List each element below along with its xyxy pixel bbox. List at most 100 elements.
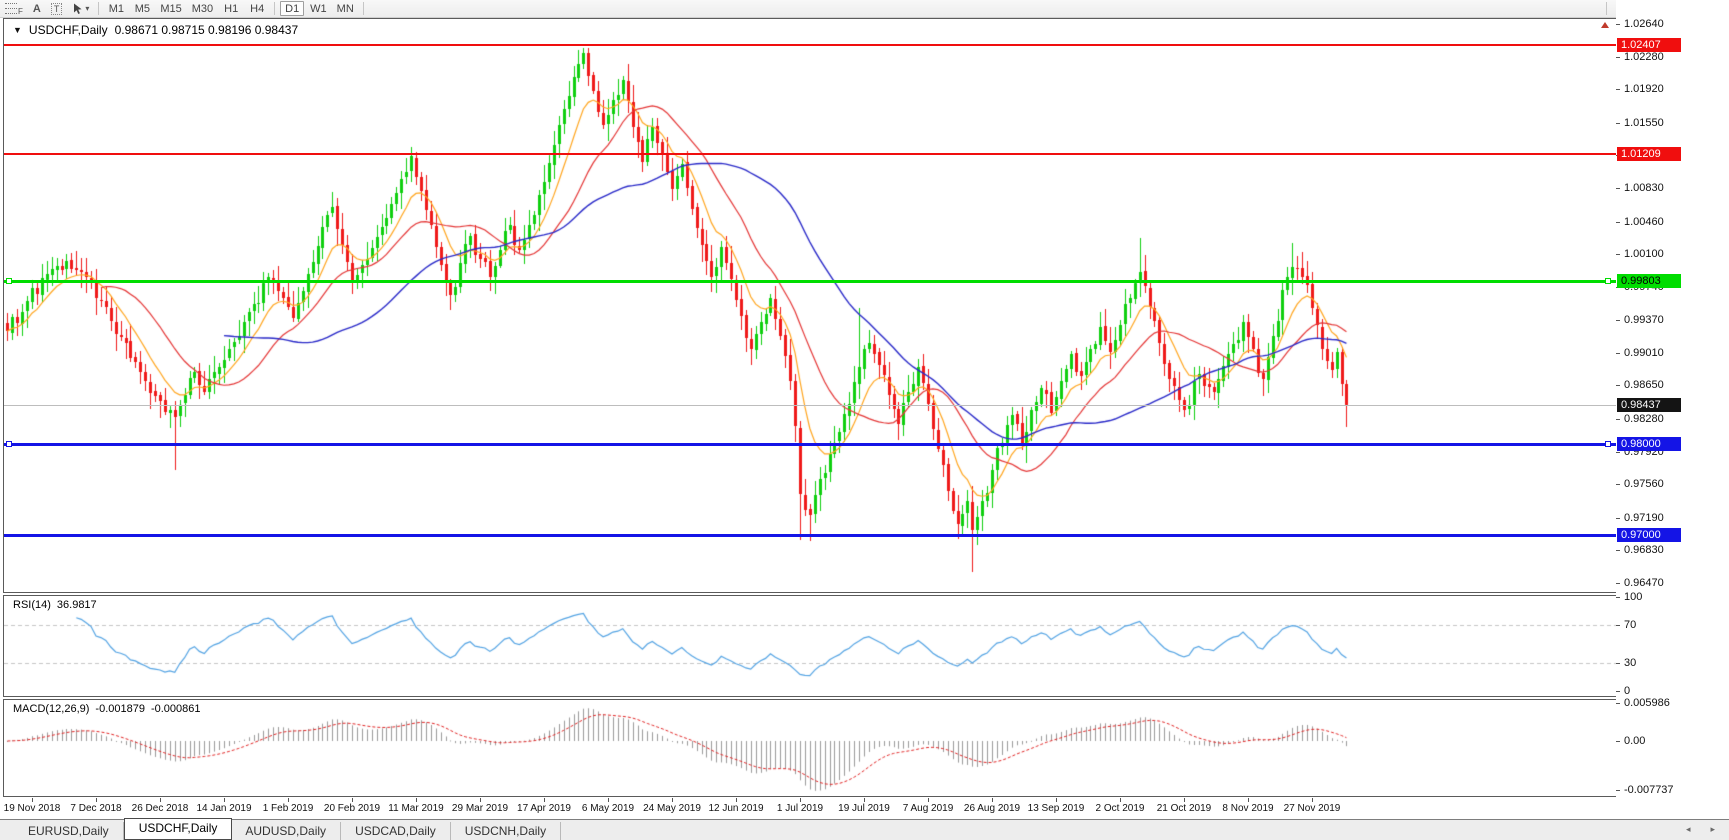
chart-tab-usdcad[interactable]: USDCAD,Daily — [341, 822, 451, 840]
text-icon[interactable]: A — [28, 1, 46, 17]
axis-tick — [1616, 597, 1620, 598]
fibonacci-icon[interactable]: F — [0, 1, 28, 17]
macd-panel[interactable]: MACD(12,26,9) -0.001879 -0.000861 — [3, 699, 1617, 797]
toolbar: F A T ▾ M1 M5 M15 M30 H1 H4 D1 W1 MN — [0, 0, 1729, 18]
macd-axis-label: 0.005986 — [1624, 697, 1670, 709]
price-axis-label: 0.98280 — [1624, 413, 1664, 425]
time-axis-tick — [864, 798, 865, 802]
current-price-line — [4, 404, 1616, 406]
macd-axis-label: -0.007737 — [1624, 784, 1674, 796]
time-axis-tick — [160, 798, 161, 802]
chart-title: ▼ USDCHF,Daily 0.98671 0.98715 0.98196 0… — [13, 23, 298, 37]
axis-tick — [1616, 89, 1620, 90]
price-axis-label: 1.02280 — [1624, 51, 1664, 63]
tab-scroll-right-icon[interactable]: ▸ — [1710, 824, 1715, 834]
axis-tick — [1616, 57, 1620, 58]
price-axis-label: 1.02640 — [1624, 18, 1664, 30]
tab-scroll: ◂ ▸ — [1686, 824, 1715, 835]
time-axis-label: 1 Jul 2019 — [776, 803, 824, 814]
time-axis-tick — [928, 798, 929, 802]
arrows-icon[interactable]: ▾ — [67, 1, 94, 17]
timeframe-m15-button[interactable]: M15 — [160, 3, 182, 15]
rsi-canvas[interactable] — [4, 596, 1616, 696]
line-handle[interactable] — [6, 441, 12, 448]
price-axis-label: 1.00100 — [1624, 248, 1664, 260]
price-badge-1.02407: 1.02407 — [1617, 38, 1681, 52]
time-axis-label: 19 Nov 2018 — [3, 803, 61, 814]
timeframe-h4-button[interactable]: H4 — [250, 3, 265, 15]
time-axis-label: 21 Oct 2019 — [1156, 803, 1212, 814]
macd-main-value: -0.001879 — [95, 703, 145, 715]
time-axis-tick — [224, 798, 225, 802]
chart-tab-eurusd[interactable]: EURUSD,Daily — [14, 822, 124, 840]
horizontal-line-1.02407[interactable] — [4, 44, 1616, 47]
timeframe-m1-button[interactable]: M1 — [108, 3, 124, 15]
price-axis-label: 0.99010 — [1624, 347, 1664, 359]
time-axis[interactable]: 19 Nov 2018 7 Dec 2018 26 Dec 2018 14 Jan 2… — [3, 798, 1617, 818]
chart-tab-usdchf[interactable]: USDCHF,Daily — [123, 818, 233, 840]
line-handle[interactable] — [1605, 441, 1611, 448]
text-glyph: A — [32, 2, 41, 15]
price-badge-0.99803: 0.99803 — [1617, 274, 1681, 288]
axis-tick — [1616, 625, 1620, 626]
time-axis-tick — [416, 798, 417, 802]
rsi-axis-label: 30 — [1624, 657, 1637, 669]
horizontal-line-0.98[interactable] — [4, 443, 1616, 447]
text-label-icon[interactable]: T — [46, 1, 68, 17]
cursor-icon — [74, 3, 82, 14]
timeframe-m5-button[interactable]: M5 — [134, 3, 150, 15]
time-axis-label: 19 Jul 2019 — [838, 803, 890, 814]
time-axis-label: 12 Jun 2019 — [708, 803, 764, 814]
time-axis-label: 11 Mar 2019 — [388, 803, 444, 814]
time-axis-tick — [96, 798, 97, 802]
axis-tick — [1616, 583, 1620, 584]
line-handle[interactable] — [6, 278, 12, 285]
fibonacci-letter: F — [18, 7, 23, 16]
time-axis-label: 27 Nov 2019 — [1283, 803, 1341, 814]
candlestick-canvas[interactable] — [4, 19, 1616, 592]
price-chart-panel[interactable]: ▼ USDCHF,Daily 0.98671 0.98715 0.98196 0… — [3, 18, 1617, 593]
axis-tick — [1616, 24, 1620, 25]
horizontal-line-1.01209[interactable] — [4, 152, 1616, 155]
rsi-panel[interactable]: RSI(14) 36.9817 — [3, 595, 1617, 697]
axis-tick — [1616, 518, 1620, 519]
timeframe-m30-button[interactable]: M30 — [191, 3, 214, 15]
chart-tab-audusd[interactable]: AUDUSD,Daily — [231, 822, 342, 840]
axis-tick — [1616, 254, 1620, 255]
rsi-value: 36.9817 — [56, 599, 97, 611]
time-axis-tick — [1184, 798, 1185, 802]
timeframe-h1-button[interactable]: H1 — [224, 3, 239, 15]
line-handle[interactable] — [1605, 278, 1611, 285]
time-axis-label: 8 Nov 2019 — [1222, 803, 1274, 814]
time-axis-label: 17 Apr 2019 — [517, 803, 571, 814]
timeframe-w1-button[interactable]: W1 — [310, 3, 327, 15]
axis-tick — [1616, 452, 1620, 453]
time-axis-tick — [1056, 798, 1057, 802]
price-axis-label: 1.00830 — [1624, 182, 1664, 194]
axis-tick — [1616, 663, 1620, 664]
toolbar-separator — [362, 2, 364, 15]
horizontal-line-0.97[interactable] — [4, 533, 1616, 537]
chart-shift-marker[interactable] — [1601, 22, 1609, 28]
timeframe-mn-button[interactable]: MN — [336, 3, 354, 15]
price-badge-0.98000: 0.98000 — [1617, 437, 1681, 451]
time-axis-label: 26 Dec 2018 — [131, 803, 189, 814]
horizontal-line-0.99803[interactable] — [4, 280, 1616, 284]
time-axis-label: 26 Aug 2019 — [963, 803, 1021, 814]
time-axis-label: 20 Feb 2019 — [323, 803, 381, 814]
text-label-glyph: T — [50, 2, 63, 15]
tab-scroll-left-icon[interactable]: ◂ — [1685, 824, 1691, 834]
time-axis-tick — [32, 798, 33, 802]
rsi-axis-label: 0 — [1624, 685, 1631, 697]
price-axis-label: 0.97560 — [1624, 478, 1664, 490]
price-axis-label: 0.96470 — [1624, 577, 1664, 589]
macd-canvas[interactable] — [4, 700, 1616, 796]
price-axis[interactable]: 1.026401.022801.019201.015501.011901.008… — [1616, 0, 1729, 819]
chart-tab-usdcnh[interactable]: USDCNH,Daily — [451, 822, 562, 840]
timeframe-d1-button[interactable]: D1 — [280, 1, 305, 16]
timeframe-group: M1 M5 M15 M30 H1 H4 D1 W1 MN — [103, 1, 358, 16]
axis-tick — [1616, 550, 1620, 551]
chart-symbol: USDCHF,Daily — [28, 23, 108, 37]
time-axis-tick — [1248, 798, 1249, 802]
collapse-indicator-icon[interactable]: ▼ — [13, 25, 22, 35]
